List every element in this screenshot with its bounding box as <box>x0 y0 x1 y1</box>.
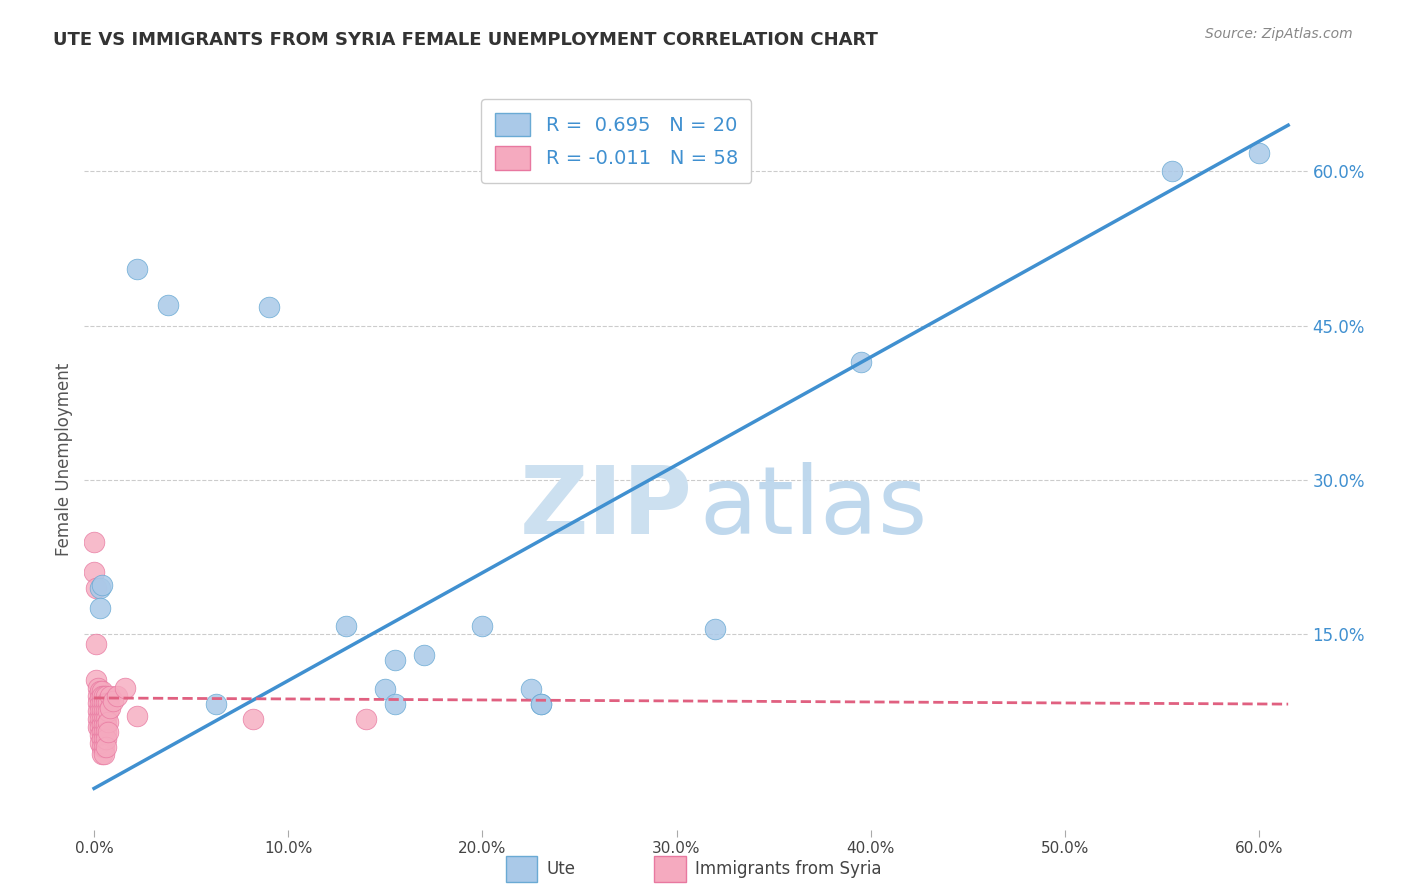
Point <box>87 720 110 734</box>
Point <box>90 747 112 762</box>
Point <box>94 740 117 755</box>
Point <box>94 704 117 718</box>
Point <box>94 689 117 703</box>
Point <box>242 712 264 726</box>
Point <box>90 740 112 755</box>
Point <box>103 694 125 708</box>
Point <box>97 696 120 710</box>
Point <box>105 689 128 703</box>
Text: Immigrants from Syria: Immigrants from Syria <box>695 860 882 878</box>
Point <box>94 717 117 731</box>
Point <box>98 689 121 703</box>
Legend: R =  0.695   N = 20, R = -0.011   N = 58: R = 0.695 N = 20, R = -0.011 N = 58 <box>481 99 751 184</box>
Point <box>94 696 117 710</box>
Point <box>89 697 111 711</box>
Point <box>89 690 111 705</box>
Point <box>87 681 110 695</box>
Point <box>89 704 111 718</box>
Text: atlas: atlas <box>700 461 928 554</box>
Point <box>93 689 115 703</box>
Point <box>89 720 111 734</box>
Point <box>98 701 121 715</box>
Point <box>704 622 727 636</box>
Point <box>93 740 115 755</box>
Text: Source: ZipAtlas.com: Source: ZipAtlas.com <box>1205 27 1353 41</box>
Point <box>90 683 112 698</box>
Point <box>384 653 406 667</box>
Point <box>413 648 436 662</box>
Point <box>89 581 111 595</box>
Point <box>1160 164 1182 178</box>
Point <box>205 697 228 711</box>
Point <box>97 714 120 729</box>
Point <box>125 709 148 723</box>
Point <box>83 566 105 580</box>
Point <box>93 704 115 718</box>
Bar <box>506 855 537 882</box>
Point <box>471 619 494 633</box>
Text: Ute: Ute <box>546 860 575 878</box>
Point <box>87 689 110 703</box>
Point <box>89 683 111 698</box>
Point <box>125 262 148 277</box>
Point <box>89 712 111 726</box>
Point <box>354 712 377 726</box>
Text: UTE VS IMMIGRANTS FROM SYRIA FEMALE UNEMPLOYMENT CORRELATION CHART: UTE VS IMMIGRANTS FROM SYRIA FEMALE UNEM… <box>53 31 879 49</box>
Point <box>114 681 136 695</box>
Point <box>87 712 110 726</box>
Point <box>1247 145 1270 160</box>
Point <box>90 578 112 592</box>
Point <box>90 704 112 718</box>
Point <box>384 697 406 711</box>
Point <box>97 704 120 718</box>
Point <box>530 697 553 711</box>
Point <box>97 724 120 739</box>
Point <box>93 724 115 739</box>
Text: ZIP: ZIP <box>519 461 692 554</box>
Point <box>89 736 111 750</box>
Point <box>156 298 179 312</box>
Point <box>93 747 115 762</box>
Point <box>84 581 107 595</box>
Point <box>90 724 112 739</box>
Point <box>87 696 110 710</box>
Point <box>84 673 107 688</box>
Point <box>257 300 280 314</box>
Point <box>84 637 107 651</box>
Point <box>90 717 112 731</box>
Point <box>94 724 117 739</box>
Point <box>520 681 543 696</box>
Point <box>90 689 112 703</box>
Point <box>94 712 117 726</box>
Point <box>93 696 115 710</box>
Point <box>87 704 110 718</box>
Point <box>93 712 115 726</box>
Point <box>93 717 115 731</box>
Y-axis label: Female Unemployment: Female Unemployment <box>55 363 73 556</box>
Point <box>530 697 553 711</box>
Point <box>90 696 112 710</box>
Point <box>90 732 112 747</box>
Point <box>83 534 105 549</box>
Point <box>89 728 111 742</box>
Point <box>849 354 872 368</box>
Point <box>94 732 117 747</box>
Point <box>93 732 115 747</box>
Point <box>335 619 357 633</box>
Point <box>89 601 111 615</box>
Point <box>90 712 112 726</box>
Point <box>374 681 396 696</box>
Bar <box>654 855 686 882</box>
